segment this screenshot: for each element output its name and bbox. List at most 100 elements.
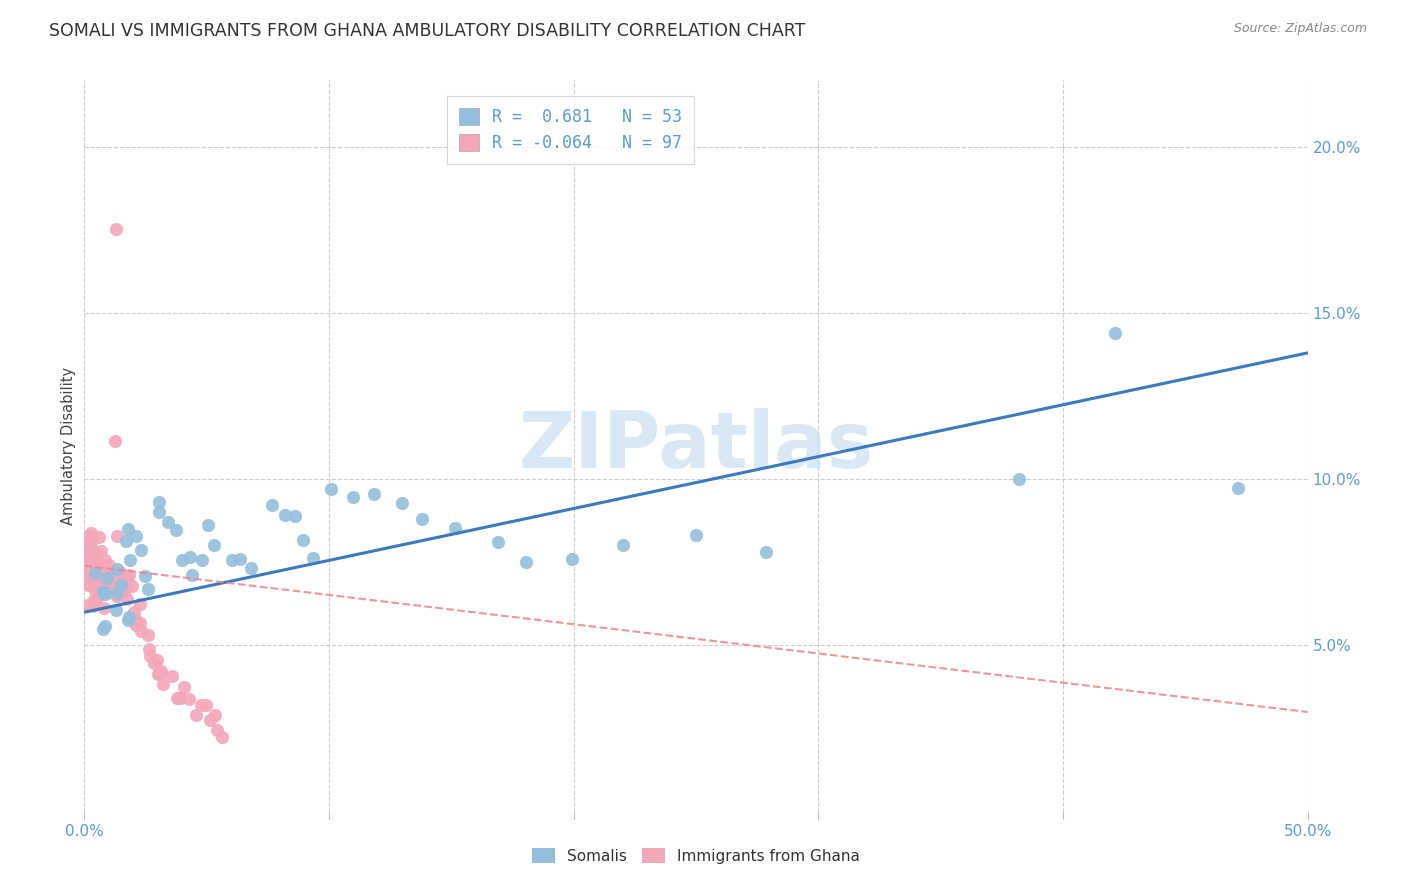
- Point: [1104, 326, 1126, 340]
- Point: [73, 541, 96, 555]
- Point: [191, 553, 214, 567]
- Point: [93, 568, 115, 582]
- Point: [75, 575, 97, 590]
- Point: [77, 578, 100, 592]
- Point: [121, 579, 143, 593]
- Point: [122, 605, 145, 619]
- Point: [156, 515, 179, 529]
- Point: [84, 566, 107, 580]
- Point: [561, 551, 583, 566]
- Point: [96, 571, 118, 585]
- Point: [125, 618, 148, 632]
- Point: [75, 566, 97, 580]
- Point: [84, 562, 107, 576]
- Point: [94, 587, 117, 601]
- Point: [165, 523, 187, 537]
- Point: [115, 570, 138, 584]
- Point: [515, 555, 537, 569]
- Point: [110, 583, 132, 598]
- Point: [80, 541, 103, 556]
- Point: [273, 508, 295, 522]
- Point: [129, 543, 152, 558]
- Point: [205, 723, 228, 737]
- Point: [82, 561, 104, 575]
- Point: [197, 518, 219, 533]
- Point: [91, 567, 114, 582]
- Point: [150, 664, 173, 678]
- Point: [685, 527, 707, 541]
- Point: [204, 708, 226, 723]
- Point: [80, 552, 103, 566]
- Point: [91, 576, 114, 591]
- Point: [94, 553, 117, 567]
- Point: [291, 533, 314, 547]
- Point: [148, 505, 170, 519]
- Point: [146, 653, 169, 667]
- Point: [108, 572, 131, 586]
- Point: [76, 598, 98, 612]
- Point: [93, 581, 115, 595]
- Point: [93, 601, 115, 615]
- Point: [87, 589, 110, 603]
- Point: [184, 708, 207, 723]
- Point: [103, 579, 125, 593]
- Text: ZIPatlas: ZIPatlas: [519, 408, 873, 484]
- Point: [84, 568, 107, 582]
- Point: [138, 641, 160, 656]
- Point: [114, 534, 136, 549]
- Point: [96, 571, 118, 585]
- Point: [118, 567, 141, 582]
- Point: [195, 698, 218, 712]
- Point: [75, 552, 97, 566]
- Point: [94, 619, 117, 633]
- Text: Source: ZipAtlas.com: Source: ZipAtlas.com: [1233, 22, 1367, 36]
- Point: [105, 588, 128, 602]
- Point: [117, 581, 139, 595]
- Point: [105, 529, 128, 543]
- Point: [240, 561, 263, 575]
- Point: [146, 667, 169, 681]
- Point: [87, 530, 110, 544]
- Point: [319, 482, 342, 496]
- Point: [83, 582, 105, 596]
- Point: [120, 553, 142, 567]
- Point: [149, 665, 172, 680]
- Point: [129, 624, 152, 638]
- Point: [1227, 481, 1250, 495]
- Point: [82, 599, 104, 614]
- Point: [93, 574, 115, 589]
- Point: [444, 521, 467, 535]
- Point: [262, 498, 284, 512]
- Point: [101, 567, 124, 582]
- Point: [612, 538, 634, 552]
- Point: [112, 574, 135, 588]
- Point: [363, 487, 385, 501]
- Point: [284, 509, 307, 524]
- Point: [229, 551, 252, 566]
- Point: [83, 546, 105, 560]
- Point: [105, 586, 128, 600]
- Point: [87, 561, 110, 575]
- Point: [89, 559, 111, 574]
- Point: [134, 568, 156, 582]
- Point: [105, 590, 128, 604]
- Point: [110, 565, 132, 579]
- Point: [411, 512, 433, 526]
- Point: [110, 577, 132, 591]
- Y-axis label: Ambulatory Disability: Ambulatory Disability: [60, 367, 76, 525]
- Point: [1007, 472, 1029, 486]
- Point: [104, 587, 127, 601]
- Point: [98, 583, 121, 598]
- Point: [160, 669, 183, 683]
- Point: [100, 576, 122, 591]
- Point: [93, 585, 115, 599]
- Point: [138, 582, 160, 596]
- Point: [112, 584, 135, 599]
- Point: [125, 529, 148, 543]
- Point: [180, 568, 202, 582]
- Point: [80, 572, 103, 586]
- Point: [190, 698, 212, 712]
- Point: [80, 577, 103, 591]
- Point: [83, 548, 105, 562]
- Point: [84, 562, 107, 576]
